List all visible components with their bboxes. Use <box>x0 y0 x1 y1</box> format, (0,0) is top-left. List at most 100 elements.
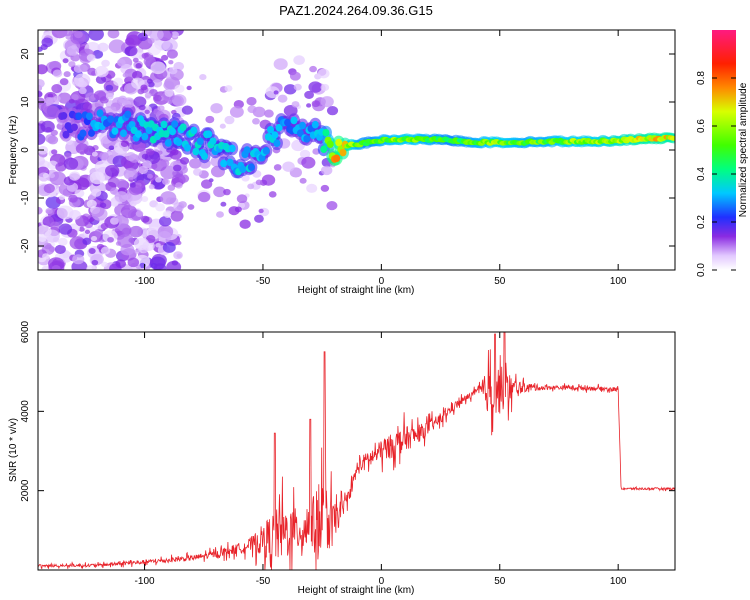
colorbar-tick-label: 0.0 <box>696 263 707 277</box>
ridge-core <box>196 137 204 146</box>
noise-blob <box>117 233 135 248</box>
colorbar-gradient <box>712 30 736 270</box>
ridge-core <box>311 120 319 129</box>
noise-blob <box>199 74 207 81</box>
noise-blob <box>228 206 240 216</box>
noise-blob <box>247 183 255 190</box>
ridge-core <box>85 112 93 121</box>
snr-ytick-label: 4000 <box>20 400 31 423</box>
noise-blob <box>134 249 140 254</box>
ridge-core <box>111 127 119 135</box>
noise-blob <box>38 78 45 88</box>
noise-blob <box>173 164 182 172</box>
ridge-core <box>107 115 115 124</box>
noise-blob <box>68 98 75 104</box>
noise-blob <box>107 236 114 243</box>
ridge-core <box>226 158 234 167</box>
noise-blob <box>299 177 307 184</box>
ridge-core <box>96 109 104 117</box>
spectrogram-marks <box>38 30 675 270</box>
ridge-core <box>320 145 328 154</box>
noise-blob <box>58 194 66 201</box>
noise-blob <box>153 263 167 270</box>
noise-blob <box>261 174 276 186</box>
ridge-core <box>162 130 170 138</box>
noise-blob <box>43 183 55 194</box>
noise-blob <box>63 71 71 78</box>
noise-blob <box>43 105 60 120</box>
noise-blob <box>174 84 185 93</box>
noise-blob <box>224 85 233 92</box>
spectrogram-xtick-label: -50 <box>256 276 271 287</box>
noise-blob <box>90 235 98 242</box>
noise-blob <box>91 151 98 157</box>
noise-blob <box>100 246 111 255</box>
noise-blob <box>105 164 120 177</box>
noise-blob <box>71 94 79 101</box>
noise-blob <box>168 66 178 75</box>
noise-blob <box>132 57 139 63</box>
colorbar-tick-label: 0.6 <box>696 119 707 133</box>
noise-blob <box>40 120 55 133</box>
ridge-core <box>228 144 236 153</box>
noise-blob <box>157 105 165 112</box>
noise-blob <box>129 182 137 188</box>
ridge-core <box>243 146 251 154</box>
noise-blob <box>149 30 164 41</box>
noise-blob <box>85 92 97 102</box>
noise-blob <box>326 201 338 211</box>
snr-background <box>38 332 675 570</box>
noise-blob <box>58 223 73 235</box>
noise-blob <box>254 214 264 223</box>
ridge-core <box>88 129 96 137</box>
noise-blob <box>216 211 224 218</box>
noise-blob <box>50 129 58 136</box>
snr-ytick-label: 2000 <box>20 479 31 502</box>
ridge-core <box>164 139 172 147</box>
noise-blob <box>47 257 65 270</box>
noise-blob <box>205 115 215 124</box>
ridge-core <box>205 130 213 138</box>
spectrogram-ytick-label: 0 <box>20 147 31 153</box>
noise-blob <box>311 100 320 108</box>
noise-blob <box>55 162 67 172</box>
noise-blob <box>140 84 148 91</box>
noise-blob <box>82 237 92 246</box>
spectrogram-xtick-label: -100 <box>135 276 155 287</box>
ridge-core <box>183 143 191 152</box>
ridge-core <box>322 128 330 137</box>
noise-blob <box>255 179 263 186</box>
noise-blob <box>102 230 118 243</box>
ridge-core <box>62 130 70 139</box>
noise-blob <box>99 151 109 161</box>
noise-blob <box>159 216 172 227</box>
noise-blob <box>101 59 110 67</box>
snr-ytick-label: 6000 <box>20 320 31 343</box>
ridge-core <box>335 138 343 147</box>
ridge-core <box>271 131 279 139</box>
noise-blob <box>155 203 166 212</box>
noise-blob <box>301 156 316 169</box>
noise-blob <box>141 196 149 203</box>
noise-blob <box>121 227 132 236</box>
noise-blob <box>163 211 172 218</box>
noise-blob <box>120 140 129 148</box>
snr-ylabel: SNR (10 * v/v) <box>8 418 19 482</box>
noise-blob <box>38 64 48 75</box>
noise-blob <box>155 176 162 183</box>
noise-blob <box>220 201 227 207</box>
noise-blob <box>320 184 330 192</box>
noise-blob <box>299 149 311 159</box>
noise-blob <box>246 97 257 106</box>
noise-blob <box>282 161 295 172</box>
noise-blob <box>157 230 172 243</box>
noise-blob <box>171 260 179 266</box>
noise-blob <box>135 63 142 69</box>
noise-blob <box>170 210 184 222</box>
ridge-core <box>262 147 270 155</box>
ridge-core <box>669 136 675 141</box>
noise-blob <box>268 191 277 198</box>
noise-blob <box>74 73 91 88</box>
noise-blob <box>54 244 66 254</box>
